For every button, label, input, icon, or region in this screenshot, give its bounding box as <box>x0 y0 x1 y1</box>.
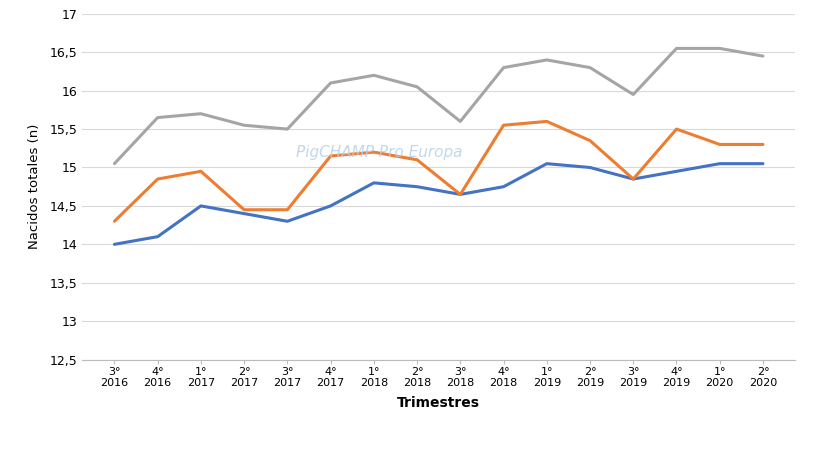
Text: PigCHAMP Pro Europa: PigCHAMP Pro Europa <box>296 145 462 160</box>
Ciclo 2 <box>585 138 595 143</box>
Ciclo 2 <box>455 192 464 197</box>
Ciclo 2 <box>671 126 681 132</box>
Ciclo 3 a 6 <box>369 72 378 78</box>
Ciclo 1 <box>714 161 724 166</box>
Ciclo 2 <box>627 176 637 182</box>
Ciclo 1 <box>412 184 422 189</box>
X-axis label: Trimestres: Trimestres <box>396 396 480 410</box>
Ciclo 3 a 6 <box>627 92 637 97</box>
Ciclo 1 <box>671 169 681 174</box>
Ciclo 3 a 6 <box>714 46 724 51</box>
Ciclo 1 <box>110 242 120 247</box>
Ciclo 1 <box>541 161 551 166</box>
Ciclo 2 <box>282 207 292 213</box>
Ciclo 1 <box>498 184 508 189</box>
Ciclo 2 <box>412 157 422 163</box>
Ciclo 3 a 6 <box>196 111 206 117</box>
Ciclo 3 a 6 <box>239 123 249 128</box>
Ciclo 2 <box>325 153 335 159</box>
Ciclo 1 <box>369 180 378 186</box>
Line: Ciclo 3 a 6: Ciclo 3 a 6 <box>115 48 762 164</box>
Ciclo 1 <box>757 161 767 166</box>
Ciclo 1 <box>239 211 249 216</box>
Y-axis label: Nacidos totales (n): Nacidos totales (n) <box>28 124 41 249</box>
Line: Ciclo 2: Ciclo 2 <box>115 121 762 221</box>
Ciclo 2 <box>110 219 120 224</box>
Ciclo 3 a 6 <box>152 115 162 120</box>
Ciclo 2 <box>757 142 767 147</box>
Ciclo 2 <box>541 118 551 124</box>
Ciclo 3 a 6 <box>585 65 595 71</box>
Ciclo 2 <box>369 149 378 155</box>
Ciclo 1 <box>455 192 464 197</box>
Ciclo 3 a 6 <box>498 65 508 71</box>
Ciclo 2 <box>498 123 508 128</box>
Ciclo 3 a 6 <box>325 80 335 86</box>
Ciclo 3 a 6 <box>757 53 767 59</box>
Ciclo 3 a 6 <box>282 126 292 132</box>
Ciclo 1 <box>585 165 595 170</box>
Ciclo 3 a 6 <box>110 161 120 166</box>
Line: Ciclo 1: Ciclo 1 <box>115 164 762 244</box>
Ciclo 1 <box>282 219 292 224</box>
Ciclo 1 <box>627 176 637 182</box>
Ciclo 2 <box>196 169 206 174</box>
Ciclo 1 <box>196 203 206 209</box>
Ciclo 1 <box>152 234 162 239</box>
Ciclo 1 <box>325 203 335 209</box>
Ciclo 3 a 6 <box>541 57 551 63</box>
Ciclo 3 a 6 <box>412 84 422 89</box>
Ciclo 3 a 6 <box>455 118 464 124</box>
Ciclo 3 a 6 <box>671 46 681 51</box>
Ciclo 2 <box>152 176 162 182</box>
Ciclo 2 <box>714 142 724 147</box>
Ciclo 2 <box>239 207 249 213</box>
